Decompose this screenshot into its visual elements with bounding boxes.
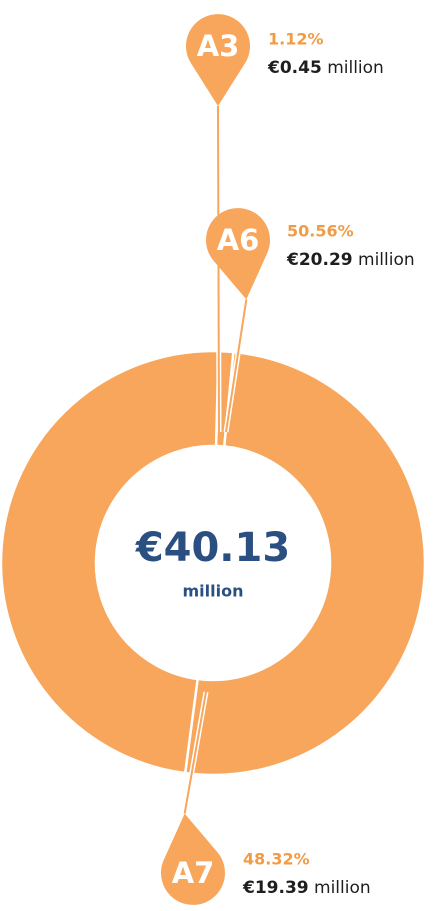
amount-label: €0.45 million (267, 58, 384, 78)
percent-label: 50.56% (287, 222, 354, 241)
pin-label: A3 (197, 29, 240, 63)
pin (206, 208, 271, 300)
pins: A3 1.12% €0.45 million A6 50.56% €20.29 milli… (160, 14, 415, 905)
total-value: €40.13 (135, 525, 290, 571)
amount-label: €19.39 million (242, 878, 371, 898)
amount-label: €20.29 million (286, 250, 415, 270)
amount-unit: million (358, 250, 415, 270)
pin (160, 813, 225, 905)
pin (186, 14, 250, 107)
amount-unit: million (327, 58, 384, 78)
donut-segment (183, 350, 427, 777)
amount-unit: million (314, 878, 371, 898)
pin-label: A6 (217, 223, 260, 257)
total-unit: million (183, 582, 244, 601)
amount-value: €19.39 (242, 878, 309, 898)
amount-value: €20.29 (286, 250, 353, 270)
donut-segment (0, 349, 220, 775)
percent-label: 48.32% (243, 850, 310, 869)
percent-label: 1.12% (268, 30, 324, 49)
leader-line (217, 105, 220, 433)
leader-line (183, 691, 207, 814)
pin-label: A7 (172, 856, 215, 890)
leader-line (225, 299, 248, 433)
amount-value: €0.45 (267, 58, 322, 78)
